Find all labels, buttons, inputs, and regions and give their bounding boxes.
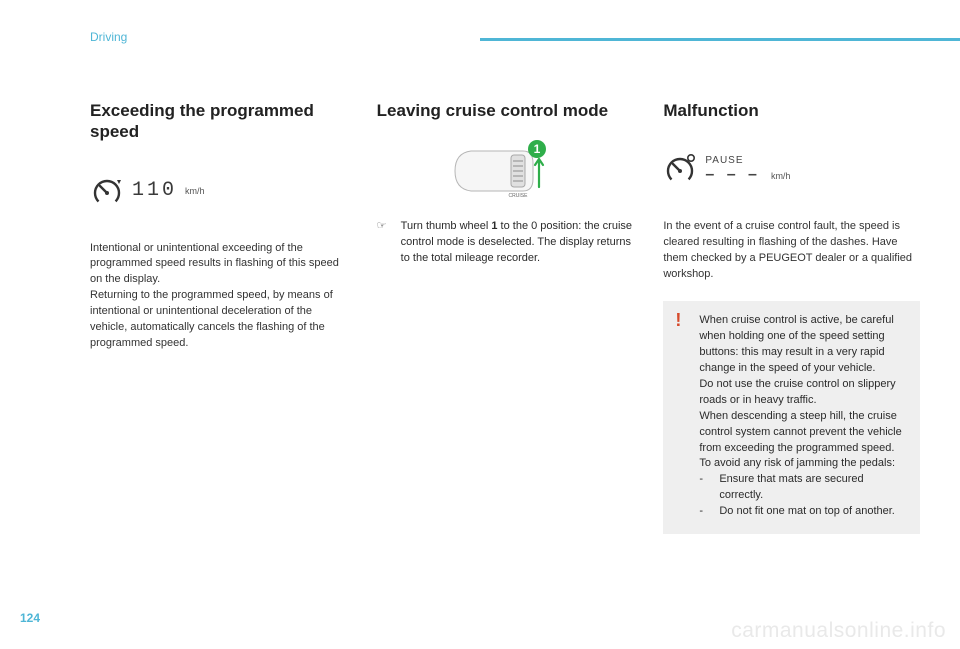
heading-malfunction: Malfunction xyxy=(663,100,920,121)
warning-text: When cruise control is active, be carefu… xyxy=(699,313,906,520)
warning-p2: Do not use the cruise control on slipper… xyxy=(699,377,906,409)
watermark: carmanualsonline.info xyxy=(731,619,946,643)
speed-unit: km/h xyxy=(185,186,205,196)
pointer-icon: ☞ xyxy=(377,219,389,267)
warning-p3: When descending a steep hill, the cruise… xyxy=(699,409,906,457)
exceeding-body: Intentional or unintentional exceeding o… xyxy=(90,241,347,353)
thumbwheel-figure: CRUISE 1 xyxy=(377,141,634,197)
warning-li2: Do not fit one mat on top of another. xyxy=(719,504,895,520)
page-header: Driving xyxy=(0,30,960,50)
wheel-badge-number: 1 xyxy=(534,142,541,156)
malfunction-body: In the event of a cruise control fault, … xyxy=(663,219,920,283)
speedometer-pause-icon xyxy=(663,152,697,186)
section-label: Driving xyxy=(90,30,960,44)
column-leaving-cruise: Leaving cruise control mode CRUISE 1 xyxy=(377,100,634,534)
speed-value: 110 xyxy=(132,179,177,202)
malfunction-para1: In the event of a cruise control fault, … xyxy=(663,219,920,283)
pause-dashes: – – – xyxy=(705,166,761,184)
warning-p1: When cruise control is active, be carefu… xyxy=(699,313,906,377)
speed-gauge-figure: 110 km/h xyxy=(90,163,230,219)
heading-exceeding: Exceeding the programmed speed xyxy=(90,100,347,143)
content-columns: Exceeding the programmed speed 110 km/h … xyxy=(90,100,920,534)
exceeding-para1: Intentional or unintentional exceeding o… xyxy=(90,241,347,289)
warning-icon: ! xyxy=(675,311,689,329)
leaving-bullet: ☞ Turn thumb wheel 1 to the 0 position: … xyxy=(377,219,634,267)
pause-label: PAUSE xyxy=(705,155,743,166)
svg-text:CRUISE: CRUISE xyxy=(509,193,529,199)
pause-gauge-figure: PAUSE – – – km/h xyxy=(663,141,803,197)
pause-unit: km/h xyxy=(771,171,791,181)
dash-icon: - xyxy=(699,472,707,504)
speedometer-icon xyxy=(90,174,124,208)
warning-li1: Ensure that mats are secured correctly. xyxy=(719,472,906,504)
warning-box: ! When cruise control is active, be care… xyxy=(663,301,920,534)
thumbwheel-icon: CRUISE 1 xyxy=(445,133,565,205)
column-exceeding-speed: Exceeding the programmed speed 110 km/h … xyxy=(90,100,347,534)
leaving-bullet-text: Turn thumb wheel 1 to the 0 position: th… xyxy=(401,219,634,267)
heading-leaving: Leaving cruise control mode xyxy=(377,100,634,121)
header-rule xyxy=(480,38,960,41)
page-number: 124 xyxy=(20,611,40,625)
exceeding-para2: Returning to the programmed speed, by me… xyxy=(90,288,347,352)
column-malfunction: Malfunction PAUSE – – – km/h xyxy=(663,100,920,534)
dash-icon: - xyxy=(699,504,707,520)
warning-p4: To avoid any risk of jamming the pedals: xyxy=(699,456,906,472)
